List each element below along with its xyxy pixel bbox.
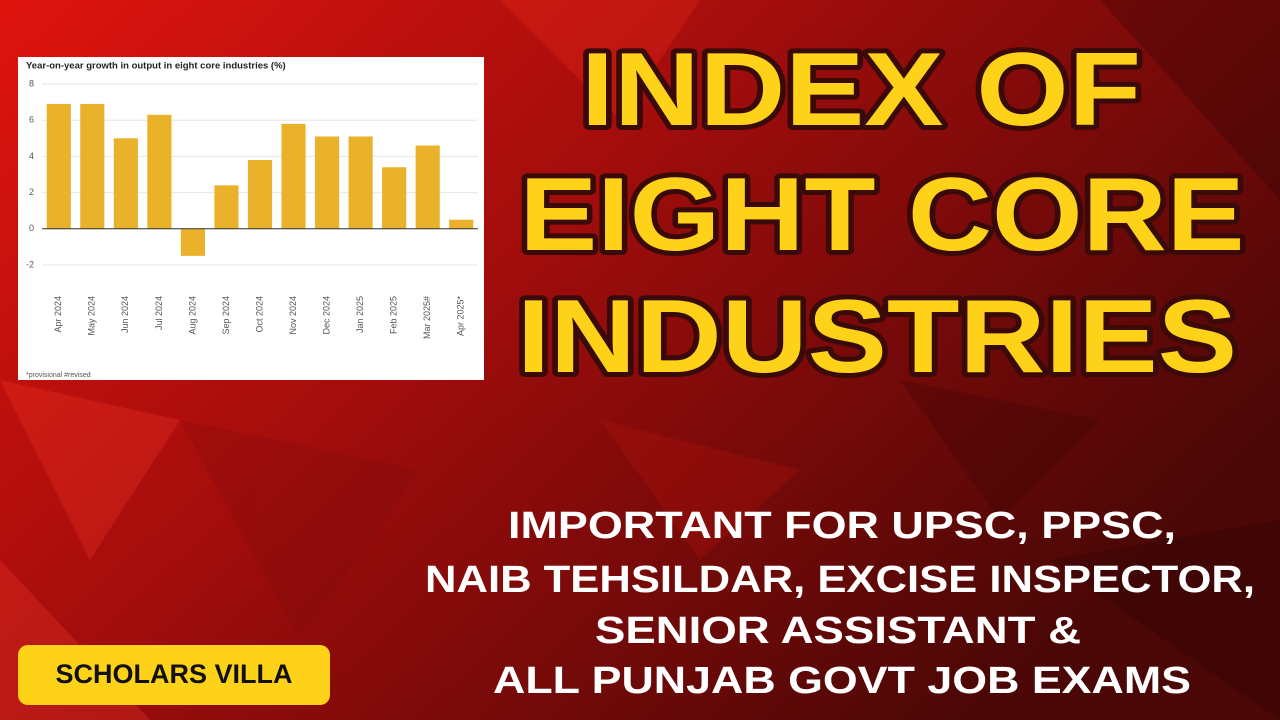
- bar: [315, 136, 340, 229]
- y-tick-label: -2: [26, 259, 34, 269]
- subtitle-line: ALL PUNJAB GOVT JOB EXAMS: [493, 660, 1191, 702]
- x-tick-label: Oct 2024: [254, 296, 264, 333]
- y-tick-label: 8: [29, 78, 34, 88]
- bar: [113, 138, 138, 229]
- x-tick-label: Apr 2024: [53, 296, 63, 333]
- bar: [382, 167, 407, 229]
- brand-name: SCHOLARS VILLA: [55, 659, 292, 689]
- x-tick-label: Sep 2024: [221, 296, 231, 335]
- x-tick-label: Jan 2025: [355, 296, 365, 333]
- x-tick-label: Feb 2025: [389, 296, 399, 334]
- bar: [281, 123, 306, 229]
- x-tick-label: Mar 2025#: [422, 296, 432, 339]
- chart-title: Year-on-year growth in output in eight c…: [26, 61, 286, 72]
- subtitle-line: IMPORTANT FOR UPSC, PPSC,: [508, 505, 1176, 547]
- subtitle-line: SENIOR ASSISTANT &: [595, 610, 1081, 652]
- bar: [180, 228, 205, 256]
- bar: [348, 136, 373, 229]
- x-tick-label: Jun 2024: [120, 296, 130, 333]
- bar: [214, 185, 239, 229]
- x-tick-label: Jul 2024: [154, 296, 164, 330]
- bar: [247, 160, 273, 229]
- brand-badge: [18, 645, 330, 705]
- bar: [415, 145, 440, 229]
- y-tick-label: 4: [29, 151, 34, 161]
- x-tick-label: Dec 2024: [321, 296, 331, 335]
- bar: [80, 103, 105, 229]
- headline-line: INDEX OF: [581, 32, 1141, 148]
- subtitle-line: NAIB TEHSILDAR, EXCISE INSPECTOR,: [425, 559, 1255, 601]
- bar: [449, 219, 474, 229]
- y-tick-label: 0: [29, 223, 34, 233]
- y-tick-label: 2: [29, 187, 34, 197]
- x-tick-label: Apr 2025*: [456, 296, 466, 337]
- x-tick-label: Aug 2024: [187, 296, 197, 335]
- x-tick-label: May 2024: [87, 296, 97, 336]
- headline-line: EIGHT CORE: [520, 157, 1245, 273]
- chart: -2 0 2 4 6 8 Apr 2024 May 2024 Jun 2024 Jul 2024 A…: [26, 78, 478, 339]
- x-tick-label: Nov 2024: [288, 296, 298, 335]
- headline-line: INDUSTRIES: [517, 279, 1237, 395]
- bar: [46, 103, 71, 229]
- bar: [147, 114, 172, 229]
- y-tick-label: 6: [29, 115, 34, 125]
- chart-note: *provisional #revised: [26, 372, 91, 379]
